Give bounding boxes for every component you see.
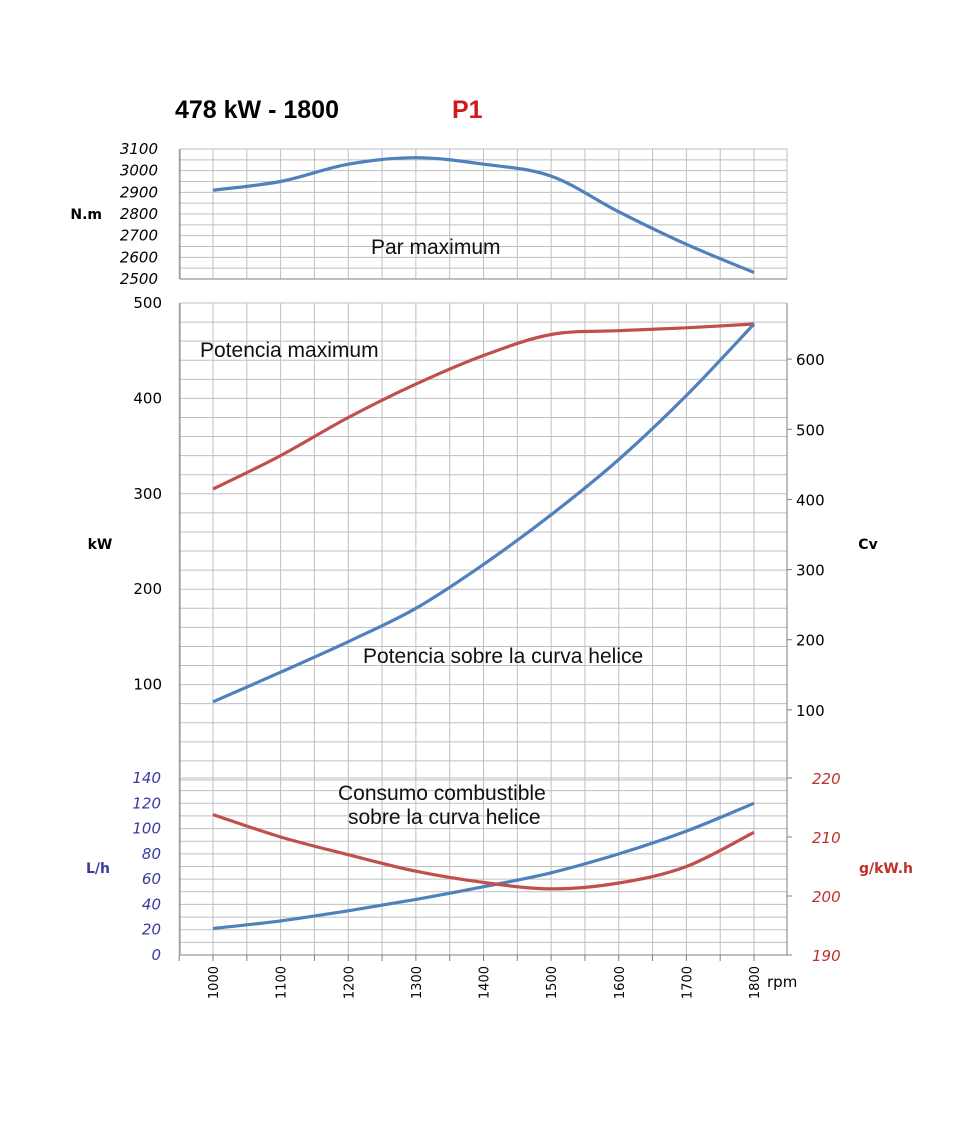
power-kw-tick: 300	[133, 485, 162, 503]
power-propeller-series-line	[212, 322, 756, 704]
power-cv-tick: 600	[796, 351, 825, 369]
power-cv-tick: 500	[796, 421, 825, 439]
consumption-lh-tick: 60	[142, 870, 161, 888]
torque-grid	[178, 148, 788, 280]
power-cv-tick: 300	[796, 562, 825, 580]
torque-y-tick: 2900	[120, 183, 158, 201]
consumption-annotation-line2: sobre la curva helice	[348, 806, 541, 829]
power-kw-tick: 500	[133, 294, 162, 312]
chart-heading: 478 kW - 1800	[175, 96, 339, 124]
model-code: P1	[452, 96, 483, 124]
consumption-gkwh-tick: 220	[812, 770, 841, 788]
torque-y-tick: 2800	[120, 205, 158, 223]
consumption-lh-tick: 0	[151, 946, 161, 964]
torque-y-tick: 2500	[120, 270, 158, 288]
rpm-tick-label: 1700	[680, 966, 695, 999]
consumption-gkwh-tick: 200	[812, 888, 841, 906]
power-kw-tick: 100	[133, 676, 162, 694]
consumption-gkwh-tick: 210	[812, 829, 841, 847]
rpm-tick-label: 1400	[478, 966, 493, 999]
consumption-lh-tick: 140	[132, 769, 161, 787]
power-cv-tick: 100	[796, 702, 825, 720]
power-kw-label: kW	[88, 537, 113, 553]
torque-y-tick: 2700	[120, 227, 158, 245]
rpm-tick-label: 1300	[410, 966, 425, 999]
rpm-tick-label: 1600	[613, 966, 628, 999]
rpm-axis-label: rpm	[767, 973, 797, 991]
consumption-grid	[178, 777, 788, 956]
power-propeller-annotation: Potencia sobre la curva helice	[363, 645, 643, 668]
power-cv-tick: 200	[796, 632, 825, 650]
torque-y-tick: 3000	[120, 162, 158, 180]
torque-y-tick: 2600	[120, 248, 158, 266]
torque-y-tick: 3100	[120, 140, 158, 158]
consumption-gkwh-tick: 190	[812, 947, 841, 965]
rpm-tick-label: 1000	[207, 966, 222, 999]
torque-y-label: N.m	[70, 207, 102, 223]
consumption-annotation-line1: Consumo combustible	[338, 782, 546, 805]
consumption-gkwh-label: g/kW.h	[859, 861, 913, 877]
consumption-lh-tick: 20	[142, 921, 161, 939]
power-grid	[178, 302, 788, 781]
power-kw-tick: 200	[133, 580, 162, 598]
rpm-tick-label: 1500	[545, 966, 560, 999]
torque-annotation: Par maximum	[371, 236, 501, 259]
consumption-lh-label: L/h	[86, 861, 110, 877]
power-cv-tick: 400	[796, 491, 825, 509]
rpm-tick-label: 1100	[275, 966, 290, 999]
power-cv-label: Cv	[858, 537, 877, 553]
consumption-lh-tick: 40	[142, 895, 161, 913]
rpm-tick-label: 1200	[342, 966, 357, 999]
consumption-lh-tick: 80	[142, 845, 161, 863]
consumption-lh-tick: 100	[132, 820, 161, 838]
rpm-tick-label: 1800	[748, 966, 763, 999]
power-kw-tick: 400	[133, 389, 162, 407]
power-max-annotation: Potencia maximum	[200, 339, 379, 362]
consumption-lh-tick: 120	[132, 794, 161, 812]
